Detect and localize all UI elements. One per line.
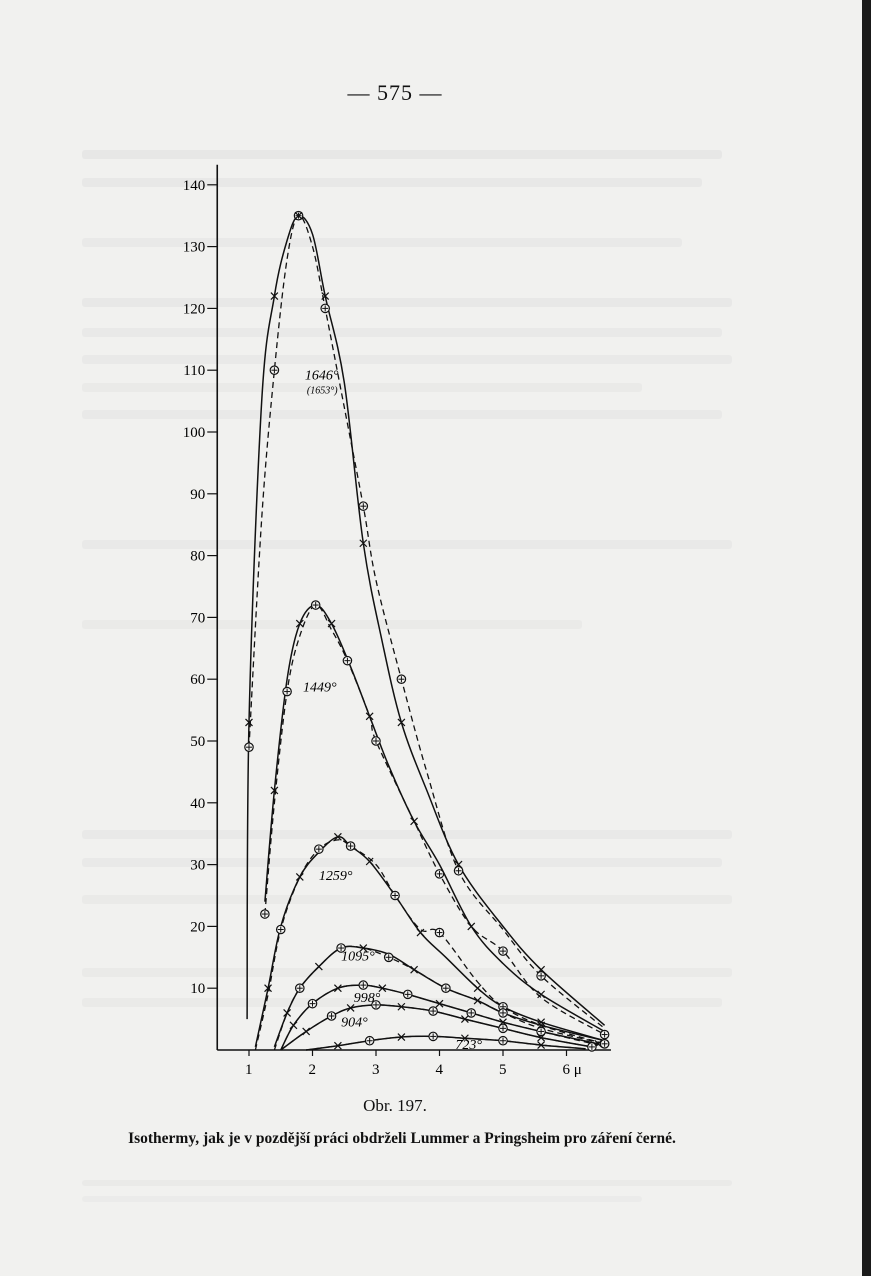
isotherm-chart: 10 20 30 40 50 60 70 80 90 100 110 120 130 140 1 2 3 4 5 6 … xyxy=(183,164,611,1078)
y-tick-label: 60 xyxy=(190,672,205,688)
computed-curve xyxy=(248,215,606,1029)
y-tick-label: 70 xyxy=(190,610,205,626)
y-tick-label: 50 xyxy=(190,734,205,750)
x-tick-label: 2 xyxy=(309,1062,317,1078)
data-point xyxy=(359,539,368,548)
data-point xyxy=(537,1033,546,1042)
series-label: 1449° xyxy=(303,681,337,696)
data-point xyxy=(537,965,546,974)
data-point xyxy=(245,718,253,727)
data-point xyxy=(416,928,425,937)
series-label: 723° xyxy=(455,1038,482,1053)
x-tick-label: 3 xyxy=(372,1062,380,1078)
figure-caption: Isothermy, jak je v pozdější práci obdrž… xyxy=(128,1130,676,1147)
y-tick-label: 110 xyxy=(183,363,205,379)
data-point xyxy=(264,984,272,993)
data-point xyxy=(537,1041,546,1049)
series-label: 904° xyxy=(341,1016,368,1031)
computed-curve xyxy=(254,839,605,1051)
data-point xyxy=(346,1004,355,1012)
data-point xyxy=(333,984,342,993)
data-point xyxy=(365,857,374,866)
y-tick-label: 20 xyxy=(190,919,205,935)
data-point xyxy=(460,1015,469,1024)
data-point xyxy=(295,619,304,628)
y-tick-label: 100 xyxy=(183,425,206,441)
y-tick-label: 140 xyxy=(183,178,206,194)
measured-curve xyxy=(273,945,605,1048)
data-point xyxy=(302,1027,311,1036)
x-tick-label: 1 xyxy=(245,1062,253,1078)
data-point xyxy=(333,1041,342,1050)
x-tick-label: 6 μ xyxy=(563,1062,582,1078)
figure-label: Obr. 197. xyxy=(363,1096,427,1115)
data-point xyxy=(473,984,482,993)
data-point xyxy=(365,712,374,721)
data-point xyxy=(283,1008,292,1017)
y-tick-label: 130 xyxy=(183,240,206,256)
data-point xyxy=(537,990,546,999)
y-tick-label: 120 xyxy=(183,301,206,317)
y-tick-label: 30 xyxy=(190,858,205,874)
data-point xyxy=(314,962,323,971)
series-label: 1646° xyxy=(305,368,339,383)
y-tick-label: 10 xyxy=(190,981,205,997)
series-label: 1095° xyxy=(341,949,375,964)
data-point xyxy=(467,922,476,931)
data-point xyxy=(359,944,368,952)
data-point xyxy=(333,832,342,841)
data-point xyxy=(435,999,444,1008)
data-point xyxy=(295,873,304,881)
page-number: — 575 — xyxy=(347,80,443,105)
x-tick-label: 5 xyxy=(499,1062,507,1078)
data-point xyxy=(397,718,406,727)
series-sublabel: (1653°) xyxy=(307,385,338,396)
data-point xyxy=(410,817,419,826)
data-point xyxy=(294,211,303,220)
data-point xyxy=(473,996,482,1005)
data-point xyxy=(397,1002,406,1011)
y-tick-label: 40 xyxy=(190,796,205,812)
data-point xyxy=(397,1033,406,1041)
data-point xyxy=(327,619,336,628)
data-point xyxy=(378,984,387,993)
series-label: 1259° xyxy=(319,869,353,884)
measured-curve xyxy=(254,835,605,1048)
data-point xyxy=(270,292,279,300)
y-tick-label: 90 xyxy=(190,487,205,503)
data-point xyxy=(454,860,463,869)
scan-edge xyxy=(862,0,871,1276)
y-tick-label: 80 xyxy=(190,549,205,565)
data-point xyxy=(410,965,419,974)
data-point xyxy=(270,786,279,795)
x-tick-label: 4 xyxy=(436,1062,444,1078)
data-point xyxy=(321,292,330,300)
data-point xyxy=(289,1021,298,1030)
measured-curve xyxy=(264,604,605,1033)
data-point xyxy=(460,1034,469,1043)
